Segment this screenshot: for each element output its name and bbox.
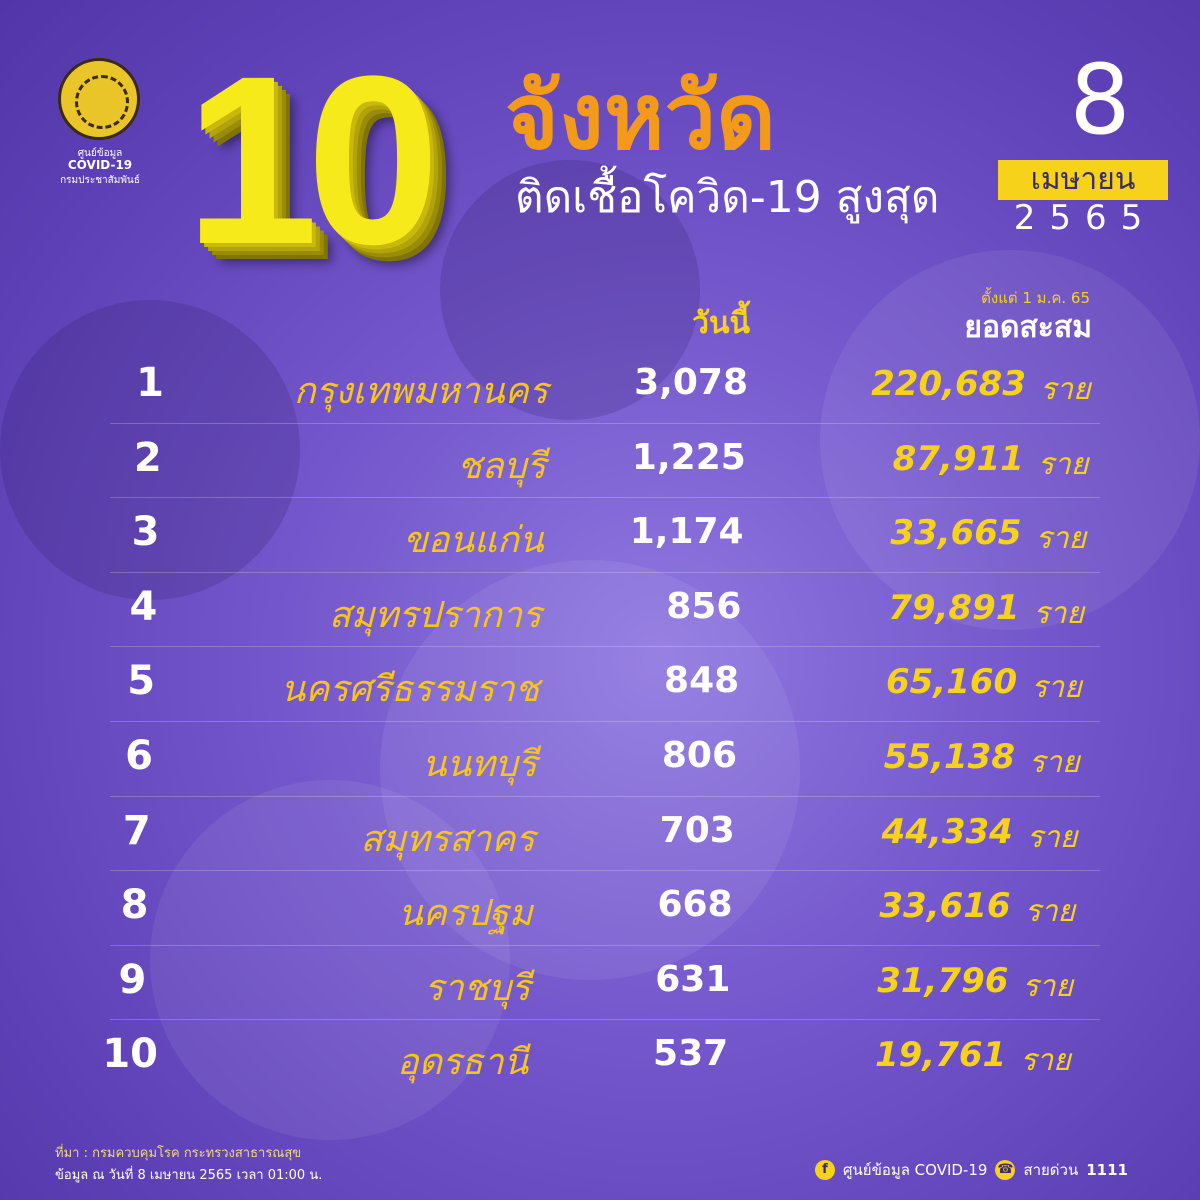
rank: 7 — [122, 807, 151, 854]
government-seal-logo — [58, 58, 140, 140]
cumulative-cases: 79,891 — [888, 587, 1020, 628]
unit: ราย — [1020, 1043, 1071, 1079]
province-name: ราชบุรี — [424, 967, 531, 1009]
today-cases: 668 — [657, 884, 733, 926]
province-name: ขอนแก่น — [403, 520, 544, 562]
table-row: 6 นนทบุรี 806 55,138 ราย — [0, 721, 1200, 795]
cumulative-cases: 87,911 — [892, 438, 1024, 479]
rank: 5 — [127, 658, 156, 705]
unit: ราย — [1035, 521, 1087, 557]
virus-bg — [820, 250, 1200, 630]
row-divider — [110, 646, 1100, 648]
title-number: 10 — [185, 26, 440, 294]
row-divider — [110, 795, 1100, 797]
today-cases: 856 — [666, 585, 742, 627]
cumulative-cases: 55,138 — [883, 737, 1015, 777]
cumulative-cases: 220,683 — [871, 364, 1026, 404]
updated-note: ข้อมูล ณ วันที่ 8 เมษายน 2565 เวลา 01:00… — [55, 1168, 323, 1183]
virus-bg — [440, 160, 700, 420]
table-row: 3 ขอนแก่น 1,174 33,665 ราย — [0, 497, 1200, 571]
table-row: 8 นครปฐม 668 33,616 ราย — [0, 870, 1200, 944]
hotline-number: 1111 — [1086, 1161, 1128, 1179]
today-cases: 806 — [661, 735, 737, 776]
unit: ราย — [1031, 670, 1082, 706]
cumulative-cases: 65,160 — [885, 662, 1018, 703]
title-heading: จังหวัด — [505, 63, 776, 170]
date-year: 2565 — [1013, 198, 1157, 238]
rank: 10 — [102, 1031, 159, 1078]
virus-bg — [380, 560, 800, 980]
source-note: ที่มา : กรมควบคุมโรค กระทรวงสาธารณสุข — [55, 1146, 302, 1161]
hotline-label: สายด่วน — [1023, 1161, 1079, 1179]
row-divider — [110, 870, 1100, 872]
today-cases: 1,174 — [629, 511, 744, 553]
cumulative-cases: 19,761 — [874, 1035, 1007, 1076]
column-header-today: วันนี้ — [692, 306, 750, 341]
rank: 6 — [125, 733, 153, 779]
rank: 3 — [131, 509, 160, 556]
province-name: สมุทรปราการ — [328, 594, 542, 636]
virus-bg — [150, 780, 510, 1140]
row-divider — [110, 497, 1100, 499]
column-header-cumulative: ยอดสะสม — [964, 310, 1092, 345]
table-row: 1 กรุงเทพมหานคร 3,078 220,683 ราย — [0, 352, 1200, 422]
column-header-since: ตั้งแต่ 1 ม.ค. 65 — [981, 289, 1090, 307]
today-cases: 631 — [655, 958, 731, 1000]
phone-icon: ☎ — [995, 1160, 1016, 1180]
today-cases: 703 — [659, 809, 735, 851]
table-row: 10 อุดรธานี 537 19,761 ราย — [0, 1019, 1200, 1093]
province-name: สมุทรสาคร — [360, 818, 535, 860]
row-divider — [110, 721, 1100, 722]
unit: ราย — [1040, 372, 1091, 407]
unit: ราย — [1029, 745, 1080, 780]
unit: ราย — [1026, 819, 1078, 855]
province-name: กรุงเทพมหานคร — [293, 371, 548, 412]
virus-bg — [0, 300, 300, 600]
rank: 9 — [118, 956, 147, 1003]
province-name: อุดรธานี — [397, 1042, 529, 1084]
unit: ราย — [1024, 894, 1076, 930]
rank: 1 — [136, 360, 164, 406]
table-row: 7 สมุทรสาคร 703 44,334 ราย — [0, 795, 1200, 870]
logo-line1: ศูนย์ข้อมูล — [77, 148, 123, 159]
facebook-page: ศูนย์ข้อมูล COVID-19 — [843, 1161, 988, 1179]
date-month: เมษายน — [998, 160, 1168, 200]
today-cases: 537 — [653, 1033, 729, 1075]
rank: 2 — [133, 434, 162, 481]
row-divider — [110, 944, 1100, 946]
date-day: 8 — [1069, 44, 1131, 156]
rank: 8 — [120, 882, 149, 929]
table-row: 9 ราชบุรี 631 31,796 ราย — [0, 944, 1200, 1019]
row-divider — [110, 571, 1100, 573]
today-cases: 3,078 — [634, 362, 748, 403]
cumulative-cases: 33,616 — [879, 886, 1011, 927]
cumulative-cases: 33,665 — [890, 513, 1022, 554]
rank: 4 — [129, 583, 158, 630]
table-row: 5 นครศรีธรรมราช 848 65,160 ราย — [0, 646, 1200, 720]
province-name: นครศรีธรรมราช — [280, 669, 540, 711]
row-divider — [110, 422, 1100, 424]
table-row: 2 ชลบุรี 1,225 87,911 ราย — [0, 422, 1200, 497]
province-name: นครปฐม — [398, 893, 533, 935]
cumulative-cases: 31,796 — [877, 960, 1009, 1001]
today-cases: 1,225 — [631, 436, 746, 478]
logo-line3: กรมประชาสัมพันธ์ — [60, 175, 140, 186]
cumulative-cases: 44,334 — [881, 811, 1013, 852]
facebook-icon: f — [815, 1160, 835, 1180]
unit: ราย — [1037, 446, 1089, 482]
table-row: 4 สมุทรปราการ 856 79,891 ราย — [0, 571, 1200, 646]
unit: ราย — [1033, 595, 1084, 631]
row-divider — [110, 1019, 1100, 1021]
province-name: ชลบุรี — [457, 445, 546, 487]
footer-contact: f ศูนย์ข้อมูล COVID-19 ☎ สายด่วน 1111 — [815, 1158, 1128, 1182]
title-subtitle: ติดเชื้อโควิด-19 สูงสุด — [515, 172, 940, 223]
province-name: นนทบุรี — [421, 744, 537, 785]
unit: ราย — [1022, 968, 1073, 1004]
today-cases: 848 — [664, 660, 740, 702]
logo-line2: COVID-19 — [67, 158, 133, 172]
